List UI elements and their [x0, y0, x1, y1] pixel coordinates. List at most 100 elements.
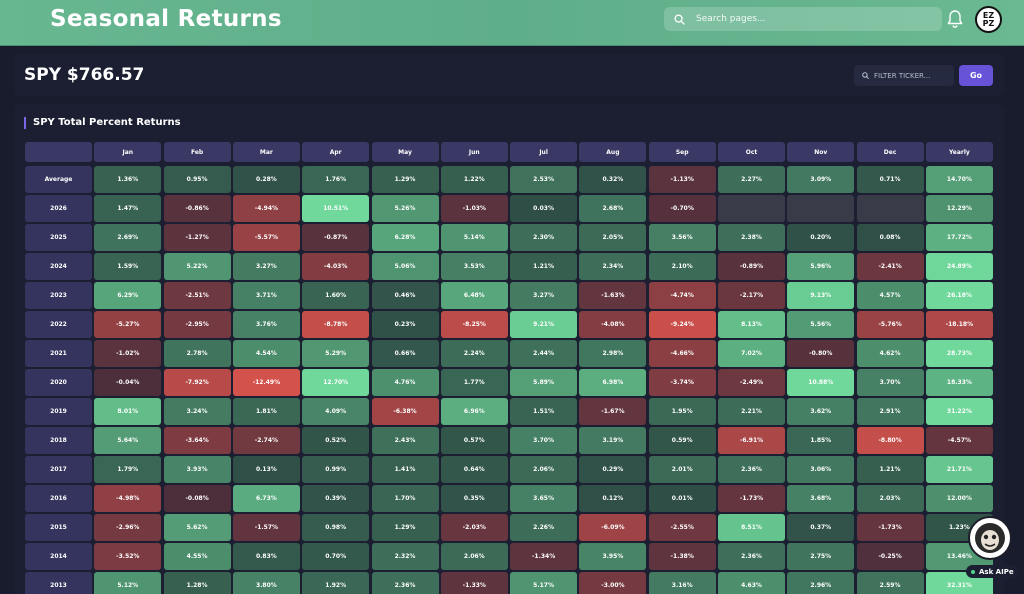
column-header-dec: Dec: [856, 142, 924, 162]
return-cell: -3.52%: [94, 543, 162, 570]
return-cell: 2.24%: [440, 340, 508, 367]
search-box[interactable]: [664, 7, 942, 31]
row-label: 2023: [25, 282, 92, 309]
filter-box[interactable]: [854, 65, 954, 86]
return-cell: -8.25%: [440, 311, 508, 338]
return-cell: 3.24%: [163, 398, 231, 425]
return-cell: -5.57%: [232, 224, 300, 251]
row-label: 2020: [25, 369, 92, 396]
return-cell: -0.04%: [94, 369, 162, 396]
return-cell: 2.27%: [718, 166, 785, 193]
return-cell: 0.28%: [232, 166, 300, 193]
row-label: 2018: [25, 427, 92, 454]
return-cell: 1.60%: [302, 282, 370, 309]
return-cell: -18.18%: [925, 311, 993, 338]
return-cell: 4.76%: [371, 369, 439, 396]
return-cell: -4.74%: [648, 282, 716, 309]
return-cell: -3.74%: [648, 369, 716, 396]
return-cell: -2.95%: [163, 311, 231, 338]
return-cell: 2.06%: [510, 456, 578, 483]
returns-panel: SPY Total Percent Returns Jan Feb Mar Apr Ma…: [14, 104, 1004, 594]
return-cell: -4.94%: [232, 195, 300, 222]
return-cell: 14.70%: [925, 166, 993, 193]
return-cell: 5.12%: [94, 572, 162, 594]
return-cell: -1.73%: [718, 485, 785, 512]
return-cell: 21.71%: [925, 456, 993, 483]
column-header-jun: Jun: [440, 142, 508, 162]
return-cell: 0.52%: [302, 427, 370, 454]
ai-assistant-button[interactable]: [968, 516, 1012, 560]
return-cell: 3.95%: [579, 543, 647, 570]
row-label: 2024: [25, 253, 92, 280]
return-cell: 1.21%: [856, 456, 924, 483]
return-cell: 2.32%: [371, 543, 439, 570]
return-cell: 0.23%: [371, 311, 439, 338]
return-cell: 0.37%: [787, 514, 855, 541]
return-cell: 2.96%: [787, 572, 855, 594]
ticker-bar: SPY $766.57 Go: [14, 54, 1004, 96]
return-cell: 7.02%: [718, 340, 785, 367]
return-cell: -0.86%: [163, 195, 231, 222]
return-cell: 1.76%: [302, 166, 370, 193]
return-cell: 2.38%: [718, 224, 785, 251]
column-header-oct: Oct: [718, 142, 785, 162]
return-cell: 5.26%: [371, 195, 439, 222]
return-cell: 5.17%: [510, 572, 578, 594]
return-cell: 3.65%: [510, 485, 578, 512]
go-button[interactable]: Go: [959, 65, 993, 86]
return-cell: 17.72%: [925, 224, 993, 251]
return-cell: 0.39%: [302, 485, 370, 512]
search-input[interactable]: [696, 14, 926, 24]
return-cell: -1.63%: [579, 282, 647, 309]
return-cell: -4.66%: [648, 340, 716, 367]
return-cell: 1.95%: [648, 398, 716, 425]
return-cell: 2.43%: [371, 427, 439, 454]
notification-bell-icon[interactable]: [946, 9, 964, 29]
return-cell: 5.62%: [163, 514, 231, 541]
return-cell: 18.33%: [925, 369, 993, 396]
return-cell: 5.89%: [510, 369, 578, 396]
ai-badge-label: Ask AIPe: [979, 567, 1014, 576]
row-label: 2025: [25, 224, 92, 251]
return-cell: -2.74%: [232, 427, 300, 454]
return-cell: 6.48%: [440, 282, 508, 309]
return-cell: 10.51%: [302, 195, 370, 222]
column-header-feb: Feb: [163, 142, 231, 162]
user-avatar[interactable]: EZ PZ: [975, 6, 1002, 33]
return-cell: 4.54%: [232, 340, 300, 367]
return-cell: 3.27%: [510, 282, 578, 309]
return-cell: 5.29%: [302, 340, 370, 367]
return-cell: 0.03%: [510, 195, 578, 222]
return-cell: 0.32%: [579, 166, 647, 193]
return-cell: 1.41%: [371, 456, 439, 483]
return-cell: 5.22%: [163, 253, 231, 280]
filter-ticker-input[interactable]: [874, 71, 954, 80]
return-cell: 9.13%: [787, 282, 855, 309]
return-cell: 24.89%: [925, 253, 993, 280]
return-cell: -2.17%: [718, 282, 785, 309]
return-cell: 6.28%: [371, 224, 439, 251]
return-cell: 2.91%: [856, 398, 924, 425]
return-cell: 1.51%: [510, 398, 578, 425]
return-cell: -1.13%: [648, 166, 716, 193]
return-cell: -2.96%: [94, 514, 162, 541]
return-cell: 12.00%: [925, 485, 993, 512]
return-cell: 26.18%: [925, 282, 993, 309]
return-cell: 4.09%: [302, 398, 370, 425]
return-cell: 3.09%: [787, 166, 855, 193]
return-cell: 2.75%: [787, 543, 855, 570]
return-cell: 5.96%: [787, 253, 855, 280]
ai-badge[interactable]: Ask AIPe: [966, 565, 1019, 578]
return-cell: -1.57%: [232, 514, 300, 541]
return-cell: 0.70%: [302, 543, 370, 570]
return-cell: 0.12%: [579, 485, 647, 512]
row-label: 2013: [25, 572, 92, 594]
return-cell: -12.49%: [232, 369, 300, 396]
return-cell: -1.02%: [94, 340, 162, 367]
search-icon: [858, 72, 872, 79]
return-cell: 8.01%: [94, 398, 162, 425]
return-cell: 0.99%: [302, 456, 370, 483]
return-cell: 3.80%: [232, 572, 300, 594]
return-cell: -1.27%: [163, 224, 231, 251]
return-cell: 1.85%: [787, 427, 855, 454]
